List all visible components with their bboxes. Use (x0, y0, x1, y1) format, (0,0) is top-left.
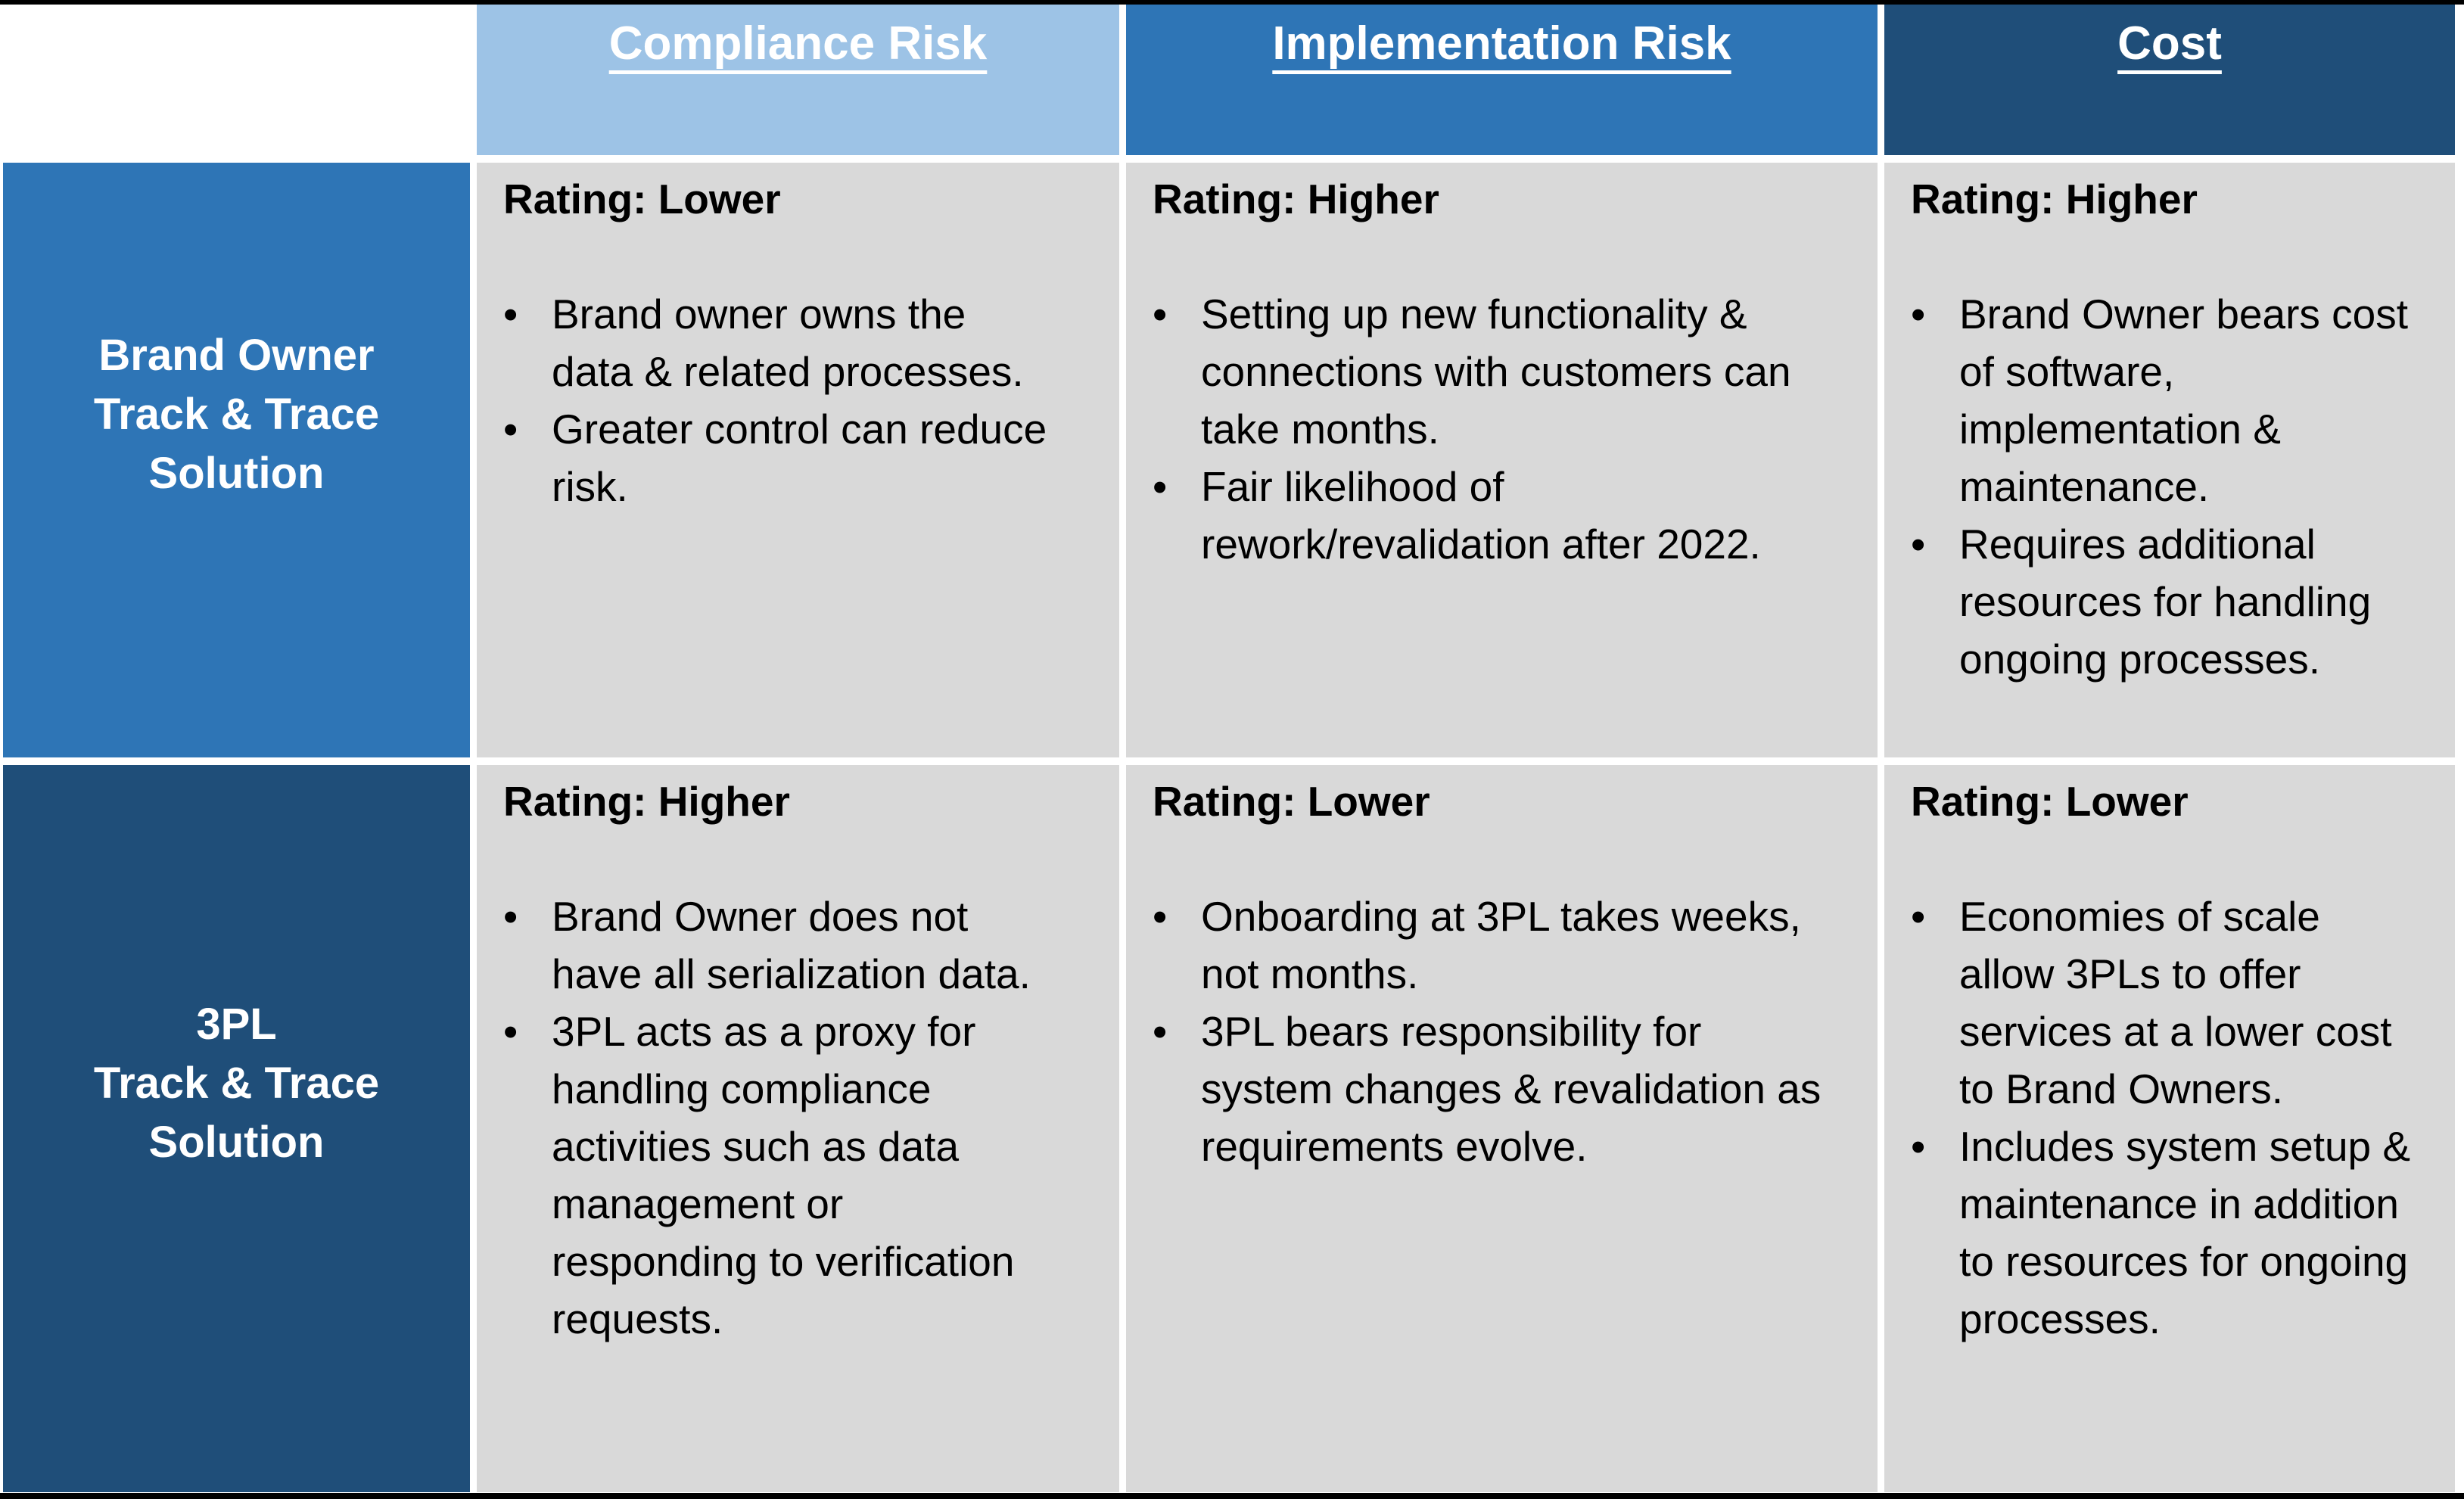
corner-empty-cell (3, 5, 470, 155)
column-header-label: Implementation Risk (1272, 17, 1731, 70)
list-item: • 3PL bears responsibility for system ch… (1153, 1003, 1859, 1175)
bullet-text: Requires additional resources for handli… (1959, 521, 2372, 683)
rating-text: Rating: Lower (503, 176, 781, 222)
column-header-label: Cost (2117, 17, 2222, 70)
bullet-text: Brand owner owns the data & related proc… (552, 291, 1024, 395)
bullet-list: • Brand Owner bears cost of software, im… (1911, 285, 2437, 688)
column-header-compliance-risk: Compliance Risk (477, 5, 1119, 155)
list-item: • Brand owner owns the data & related pr… (503, 285, 1101, 400)
bullet-icon: • (503, 893, 518, 940)
cell-3pl-implementation-risk: Rating: Lower • Onboarding at 3PL takes … (1126, 765, 1878, 1492)
bullet-icon: • (1911, 521, 1926, 568)
list-item: • Onboarding at 3PL takes weeks, not mon… (1153, 888, 1859, 1003)
bullet-list: • Setting up new functionality & connect… (1153, 285, 1859, 573)
row-header-line: Track & Trace (93, 1058, 380, 1108)
rating-text: Rating: Higher (1153, 176, 1439, 222)
bullet-icon: • (1911, 893, 1926, 940)
row-header-line: Brand Owner (98, 331, 375, 380)
bullet-text: 3PL acts as a proxy for handling complia… (552, 1008, 1015, 1342)
row-header-line: Track & Trace (93, 390, 380, 439)
list-item: • Setting up new functionality & connect… (1153, 285, 1859, 458)
row-header-line: 3PL (196, 999, 277, 1049)
cell-brand-owner-cost: Rating: Higher • Brand Owner bears cost … (1884, 163, 2455, 757)
row-header-brand-owner: Brand Owner Track & Trace Solution (3, 163, 470, 757)
bullet-text: Onboarding at 3PL takes weeks, not month… (1201, 893, 1801, 997)
row-header-line: Solution (148, 449, 325, 498)
bullet-list: • Onboarding at 3PL takes weeks, not mon… (1153, 888, 1859, 1175)
list-item: • Brand Owner bears cost of software, im… (1911, 285, 2437, 515)
bullet-icon: • (1153, 463, 1168, 510)
bullet-icon: • (503, 291, 518, 337)
bullet-list: • Brand Owner does not have all serializ… (503, 888, 1101, 1348)
bullet-text: Brand Owner does not have all serializat… (552, 893, 1031, 997)
cell-3pl-cost: Rating: Lower • Economies of scale allow… (1884, 765, 2455, 1492)
list-item: • 3PL acts as a proxy for handling compl… (503, 1003, 1101, 1348)
bullet-icon: • (1153, 893, 1168, 940)
comparison-table: Compliance Risk Implementation Risk Cost… (3, 5, 2455, 1492)
bullet-list: • Economies of scale allow 3PLs to offer… (1911, 888, 2437, 1348)
bullet-text: 3PL bears responsibility for system chan… (1201, 1008, 1822, 1170)
cell-brand-owner-implementation-risk: Rating: Higher • Setting up new function… (1126, 163, 1878, 757)
bullet-text: Includes system setup & maintenance in a… (1959, 1123, 2411, 1342)
rating-text: Rating: Higher (1911, 176, 2198, 222)
bullet-icon: • (1153, 1008, 1168, 1055)
bullet-text: Fair likelihood of rework/revalidation a… (1201, 463, 1761, 568)
rating-text: Rating: Lower (1911, 778, 2189, 825)
top-border-bar (0, 0, 2464, 5)
bullet-list: • Brand owner owns the data & related pr… (503, 285, 1101, 515)
bullet-text: Economies of scale allow 3PLs to offer s… (1959, 893, 2392, 1112)
list-item: • Requires additional resources for hand… (1911, 515, 2437, 688)
list-item: • Includes system setup & maintenance in… (1911, 1118, 2437, 1348)
row-header-3pl: 3PL Track & Trace Solution (3, 765, 470, 1492)
row-header-line: Solution (148, 1117, 325, 1167)
rating-text: Rating: Lower (1153, 778, 1430, 825)
bullet-icon: • (1911, 1123, 1926, 1170)
bottom-border-bar (0, 1493, 2464, 1499)
list-item: • Brand Owner does not have all serializ… (503, 888, 1101, 1003)
bullet-icon: • (503, 406, 518, 452)
bullet-icon: • (1911, 291, 1926, 337)
bullet-icon: • (503, 1008, 518, 1055)
bullet-text: Greater control can reduce risk. (552, 406, 1047, 510)
rating-text: Rating: Higher (503, 778, 790, 825)
list-item: • Fair likelihood of rework/revalidation… (1153, 458, 1859, 573)
cell-3pl-compliance-risk: Rating: Higher • Brand Owner does not ha… (477, 765, 1119, 1492)
list-item: • Greater control can reduce risk. (503, 400, 1101, 515)
bullet-text: Brand Owner bears cost of software, impl… (1959, 291, 2409, 510)
list-item: • Economies of scale allow 3PLs to offer… (1911, 888, 2437, 1118)
column-header-implementation-risk: Implementation Risk (1126, 5, 1878, 155)
bullet-text: Setting up new functionality & connectio… (1201, 291, 1791, 452)
bullet-icon: • (1153, 291, 1168, 337)
column-header-label: Compliance Risk (608, 17, 988, 70)
column-header-cost: Cost (1884, 5, 2455, 155)
cell-brand-owner-compliance-risk: Rating: Lower • Brand owner owns the dat… (477, 163, 1119, 757)
